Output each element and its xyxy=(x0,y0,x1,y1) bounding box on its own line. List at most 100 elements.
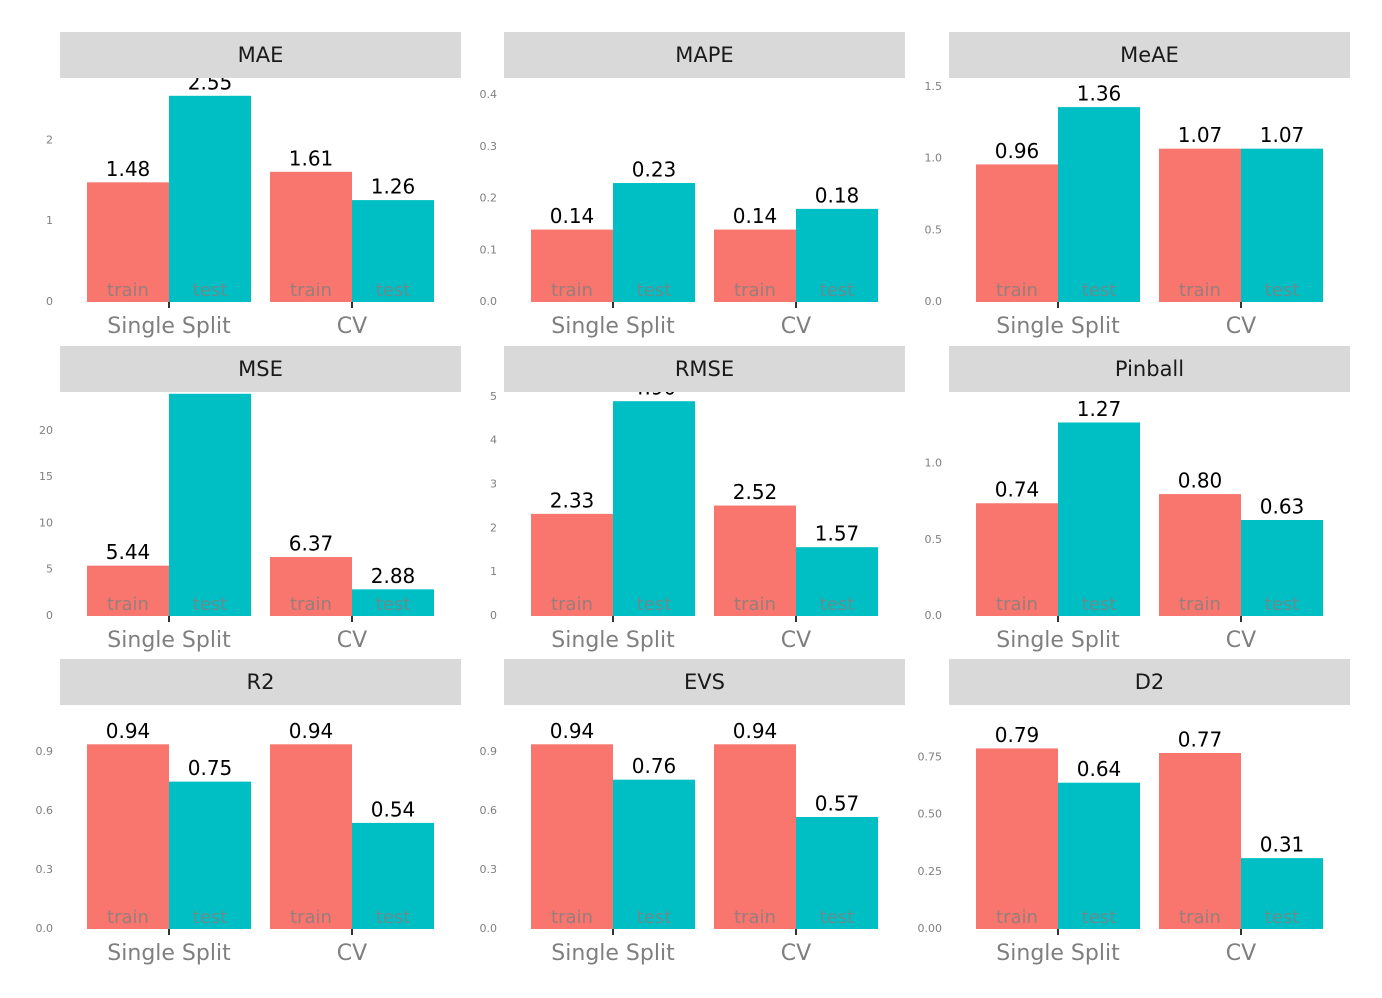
x-tick-label: CV xyxy=(1226,941,1256,966)
facet-strip xyxy=(504,32,905,78)
bar-series-label: train xyxy=(734,280,776,301)
y-tick-label: 15 xyxy=(39,470,53,483)
value-label: 0.14 xyxy=(550,204,595,228)
value-label: 0.57 xyxy=(815,792,860,816)
bars xyxy=(531,744,878,929)
bar xyxy=(87,182,169,302)
facet-strip xyxy=(949,346,1350,392)
facet: 0.0 0.5 1.0 train 0.74 train 0.80 test 1.27 test 0… xyxy=(925,346,1350,653)
bar-series-label: test xyxy=(1265,907,1300,928)
bar-series-label: train xyxy=(551,594,593,615)
bar-series-label: test xyxy=(820,907,855,928)
y-tick-label: 0.9 xyxy=(480,745,498,758)
bar xyxy=(87,565,169,616)
bar xyxy=(1241,148,1323,302)
y-tick-label: 5 xyxy=(490,390,497,403)
bar-series-label: test xyxy=(637,907,672,928)
bar-series-label: train xyxy=(734,907,776,928)
y-tick-label: 0 xyxy=(46,295,53,308)
bar xyxy=(796,817,878,929)
facet-strip xyxy=(949,659,1350,705)
y-tick-label: 0.5 xyxy=(925,533,943,546)
x-tick-label: CV xyxy=(337,941,367,966)
value-label: 2.88 xyxy=(371,564,416,588)
bars xyxy=(87,744,434,929)
y-tick-label: 0.6 xyxy=(480,804,498,817)
bar-series-label: test xyxy=(376,280,411,301)
bar-series-label: train xyxy=(290,594,332,615)
bar xyxy=(796,547,878,616)
facet-strip xyxy=(949,32,1350,78)
bars xyxy=(531,401,878,616)
x-tick-label: Single Split xyxy=(107,941,231,966)
x-tick-label: CV xyxy=(781,628,811,653)
bar xyxy=(531,229,613,302)
facet: 0.00 0.25 0.50 0.75 train 0.79 train 0.77 test 0.… xyxy=(918,659,1350,966)
bar xyxy=(169,781,251,929)
bar xyxy=(1058,422,1140,616)
facet-strip xyxy=(504,659,905,705)
bar-series-label: train xyxy=(107,280,149,301)
value-label: 1.07 xyxy=(1260,123,1305,147)
y-tick-label: 0.1 xyxy=(480,243,498,256)
facet-title: MAE xyxy=(238,43,284,67)
facet-title: Pinball xyxy=(1115,357,1184,381)
facet-title: MAPE xyxy=(675,43,733,67)
x-tick-label: Single Split xyxy=(551,941,675,966)
y-tick-label: 0.50 xyxy=(918,808,943,821)
y-tick-label: 0.0 xyxy=(36,922,54,935)
bar xyxy=(352,200,434,302)
y-tick-label: 1.0 xyxy=(925,457,943,470)
bar-series-label: test xyxy=(376,594,411,615)
bar-series-label: test xyxy=(376,907,411,928)
y-tick-label: 5 xyxy=(46,563,53,576)
bar xyxy=(613,183,695,302)
bar-series-label: train xyxy=(290,907,332,928)
x-tick-label: CV xyxy=(1226,628,1256,653)
y-tick-label: 0.3 xyxy=(480,140,498,153)
bar-series-label: train xyxy=(107,907,149,928)
value-label: 0.18 xyxy=(815,183,860,207)
y-tick-label: 2 xyxy=(490,521,497,534)
value-label: 0.76 xyxy=(632,754,677,778)
bar-series-label: train xyxy=(734,594,776,615)
facet-title: MSE xyxy=(238,357,283,381)
bar xyxy=(169,393,251,616)
facet: 012345train2.33train2.52test4.90test1.57… xyxy=(490,346,905,653)
bar xyxy=(270,557,352,616)
x-tick-label: Single Split xyxy=(107,314,231,339)
facet-strip xyxy=(60,346,461,392)
bar xyxy=(270,744,352,929)
y-tick-label: 0.0 xyxy=(925,609,943,622)
value-label: 0.74 xyxy=(995,478,1040,502)
value-label: 0.54 xyxy=(371,797,416,821)
value-label: 2.52 xyxy=(733,480,778,504)
facet-title: MeAE xyxy=(1120,43,1179,67)
x-tick-label: Single Split xyxy=(996,314,1120,339)
y-tick-label: 3 xyxy=(490,477,497,490)
bar-series-label: test xyxy=(1265,280,1300,301)
bar xyxy=(796,208,878,302)
y-tick-label: 1 xyxy=(46,214,53,227)
x-tick-label: CV xyxy=(337,628,367,653)
bar xyxy=(531,744,613,929)
x-tick-label: Single Split xyxy=(107,628,231,653)
bar xyxy=(270,171,352,302)
bar xyxy=(976,164,1058,302)
bar-series-label: test xyxy=(820,280,855,301)
bar-series-label: test xyxy=(1082,907,1117,928)
value-label: 0.94 xyxy=(733,719,778,743)
y-tick-label: 0.4 xyxy=(480,88,498,101)
y-tick-label: 0.0 xyxy=(925,295,943,308)
bar xyxy=(531,513,613,616)
bar-series-label: test xyxy=(1265,594,1300,615)
value-label: 0.14 xyxy=(733,204,778,228)
bar xyxy=(1159,494,1241,616)
value-label: 0.80 xyxy=(1178,469,1223,493)
y-tick-label: 2 xyxy=(46,133,53,146)
bar xyxy=(714,229,796,302)
facet-title: R2 xyxy=(247,670,275,694)
bar xyxy=(613,779,695,929)
bar xyxy=(976,503,1058,616)
